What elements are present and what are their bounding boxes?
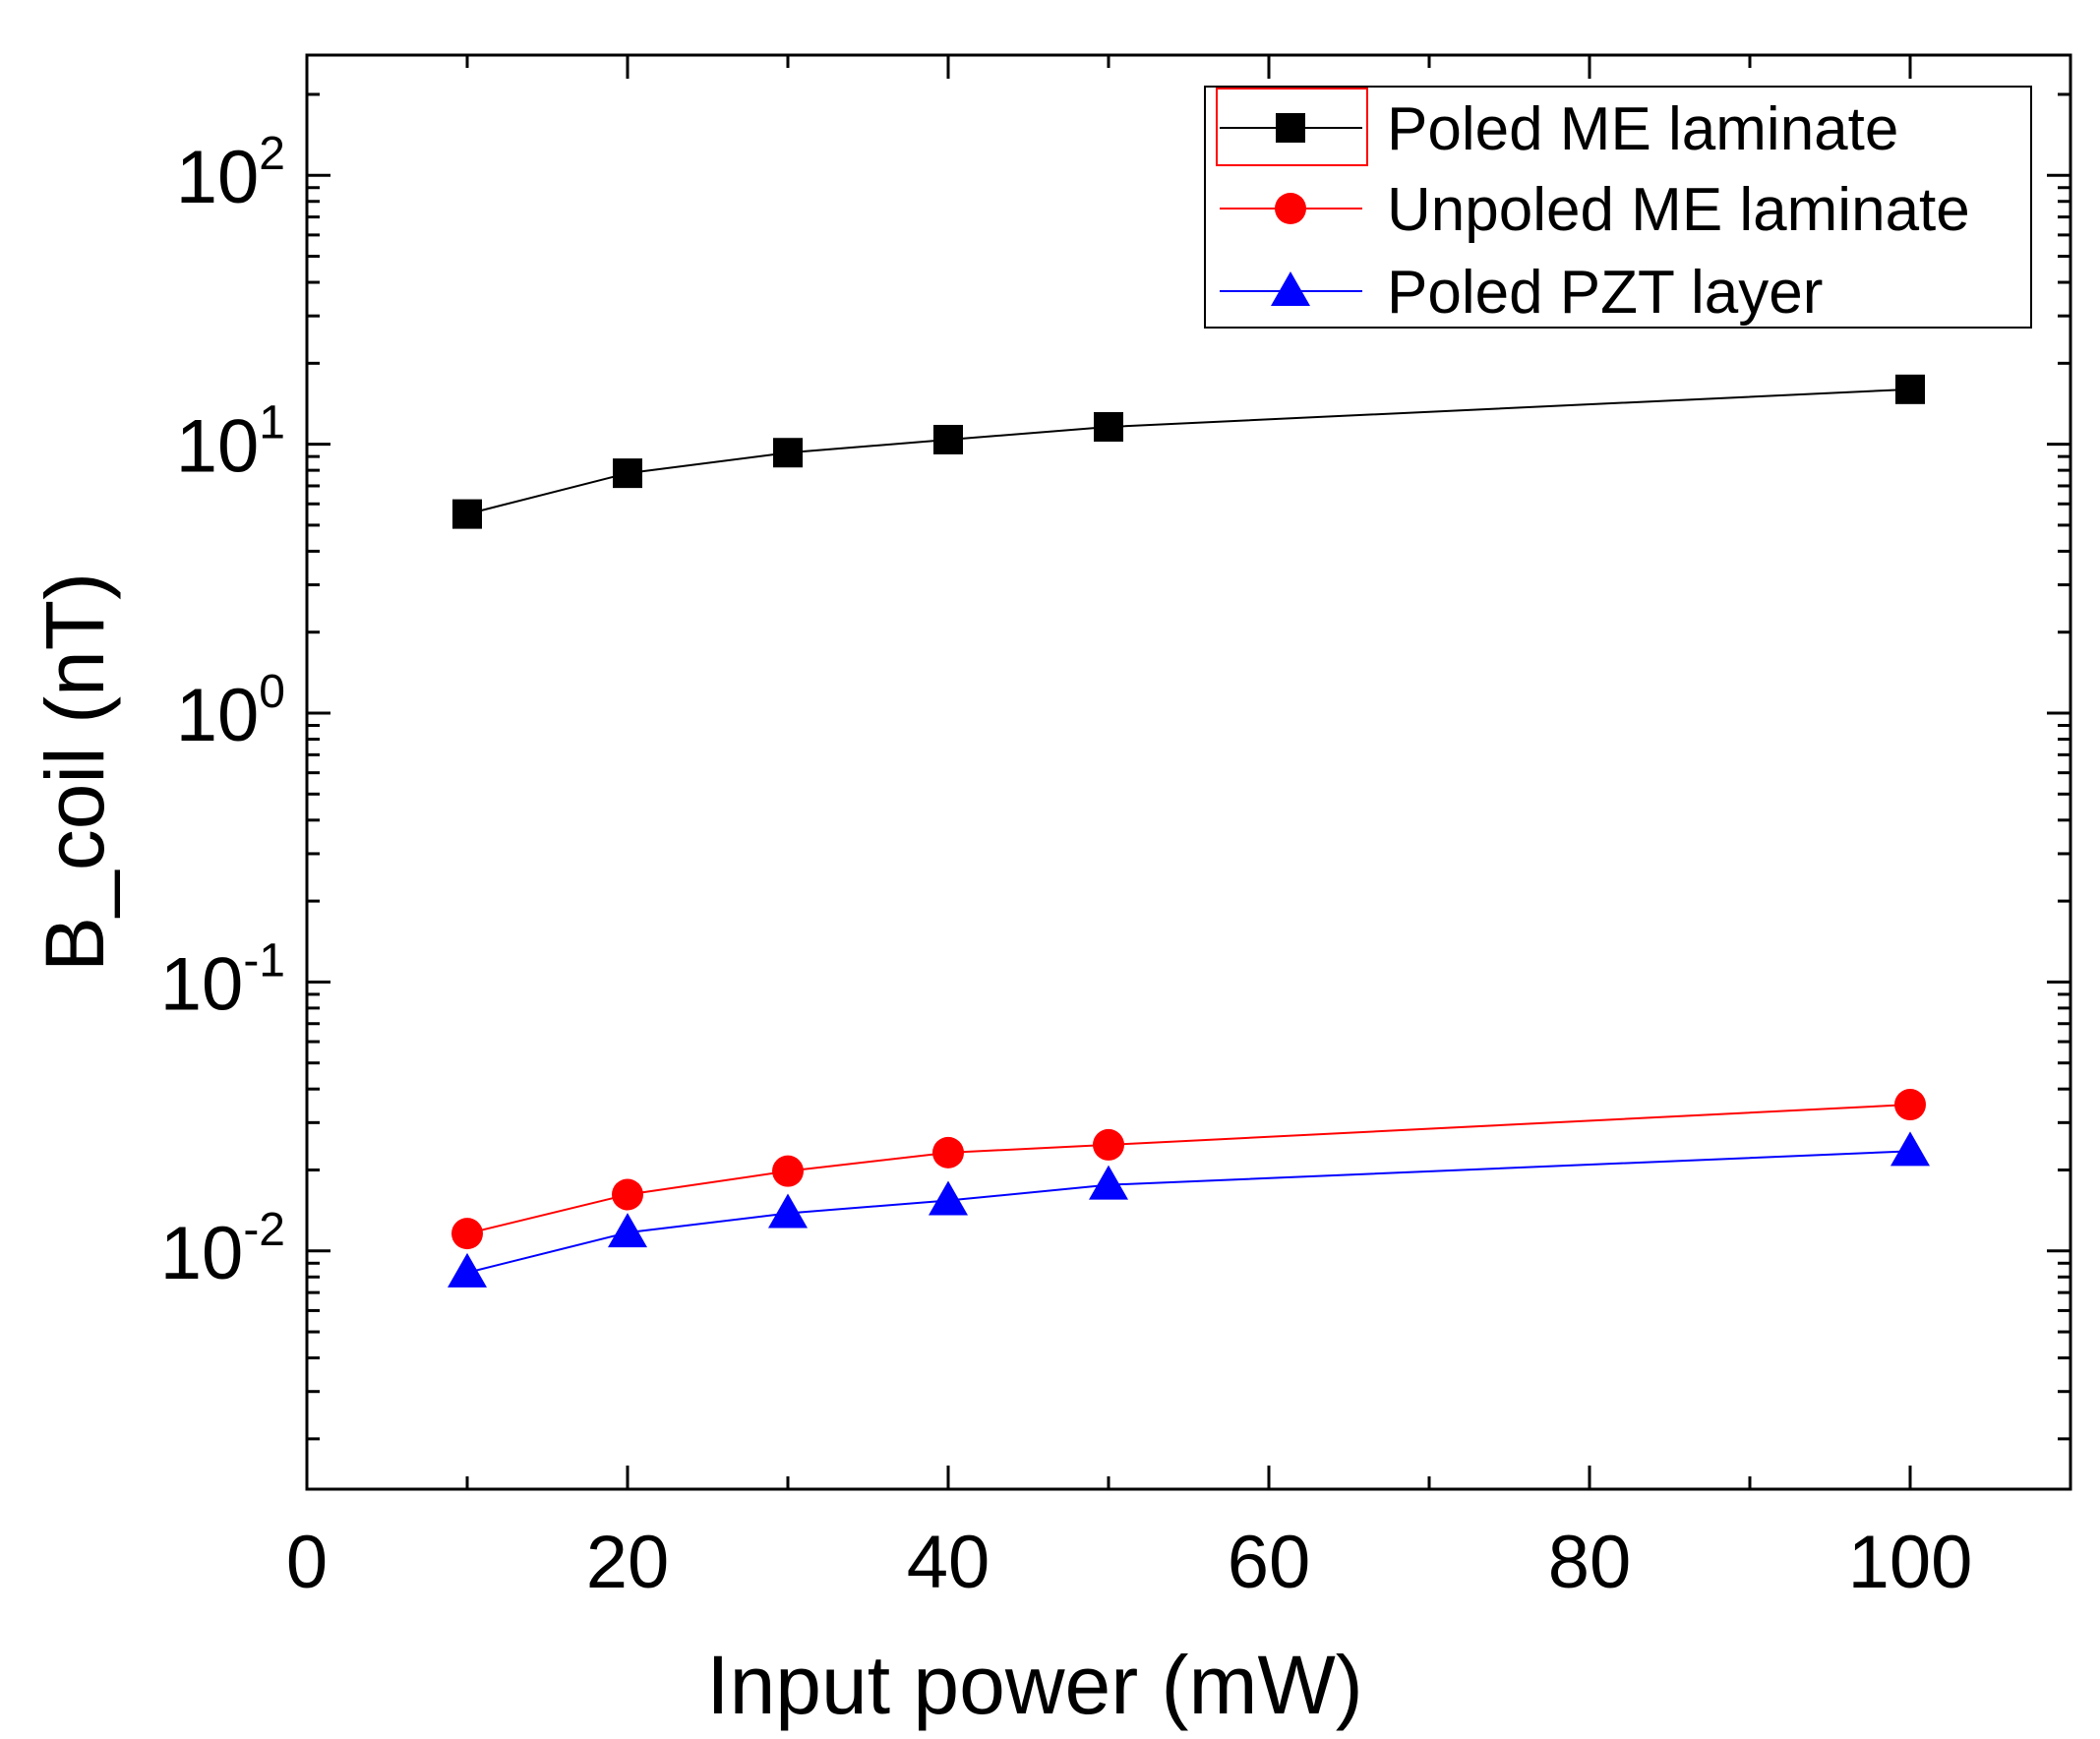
y-tick-label: 10-1 (160, 934, 285, 1026)
y-tick-label: 100 (176, 666, 285, 757)
series-2 (451, 1089, 1926, 1250)
data-point (612, 1178, 643, 1211)
data-point (608, 1213, 647, 1248)
series-3 (448, 1131, 1930, 1288)
data-point (451, 1218, 483, 1250)
data-point (768, 1193, 808, 1229)
data-point (1093, 1128, 1124, 1161)
x-tick-label: 100 (1848, 1521, 1973, 1604)
y-axis-title: B_coil (nT) (29, 572, 121, 972)
data-point (1895, 374, 1925, 404)
data-point (448, 1252, 487, 1288)
y-tick-label: 10-2 (160, 1204, 285, 1295)
data-point (932, 1136, 964, 1169)
x-tick-label: 20 (586, 1521, 670, 1604)
data-point (773, 438, 803, 468)
y-tick-label: 102 (176, 128, 285, 219)
data-point (1089, 1165, 1128, 1200)
data-point (929, 1180, 968, 1216)
legend-label: Unpoled ME laminate (1387, 176, 1970, 244)
legend: Poled ME laminate Unpoled ME laminate Pole… (1204, 86, 2032, 329)
x-tick-label: 80 (1548, 1521, 1632, 1604)
x-axis: 0 20 40 60 80 100 (286, 55, 1973, 1604)
series-line (466, 1150, 1911, 1274)
y-tick-label: 101 (176, 397, 285, 489)
legend-marker (1271, 271, 1310, 306)
legend-highlight (1216, 88, 1368, 166)
y-axis: 10-2 10-1 100 101 102 (160, 92, 2070, 1441)
x-tick-label: 0 (286, 1521, 328, 1604)
series-layer (448, 374, 1930, 1288)
x-tick-label: 40 (907, 1521, 990, 1604)
series-line (466, 1104, 1911, 1235)
legend-label: Poled ME laminate (1387, 95, 1898, 163)
data-point (1094, 412, 1123, 443)
series-line (466, 388, 1911, 515)
x-tick-label: 60 (1228, 1521, 1311, 1604)
data-point (1890, 1131, 1930, 1167)
legend-marker (1276, 113, 1305, 143)
data-point (613, 458, 642, 489)
data-point (772, 1155, 804, 1187)
data-point (452, 499, 482, 529)
data-point (933, 424, 963, 454)
x-axis-title: Input power (mW) (706, 1639, 1363, 1731)
legend-marker (1275, 193, 1306, 224)
legend-box (1204, 86, 2032, 329)
series-1 (452, 374, 1925, 529)
legend-label: Poled PZT layer (1387, 259, 1823, 327)
data-point (1894, 1089, 1926, 1121)
